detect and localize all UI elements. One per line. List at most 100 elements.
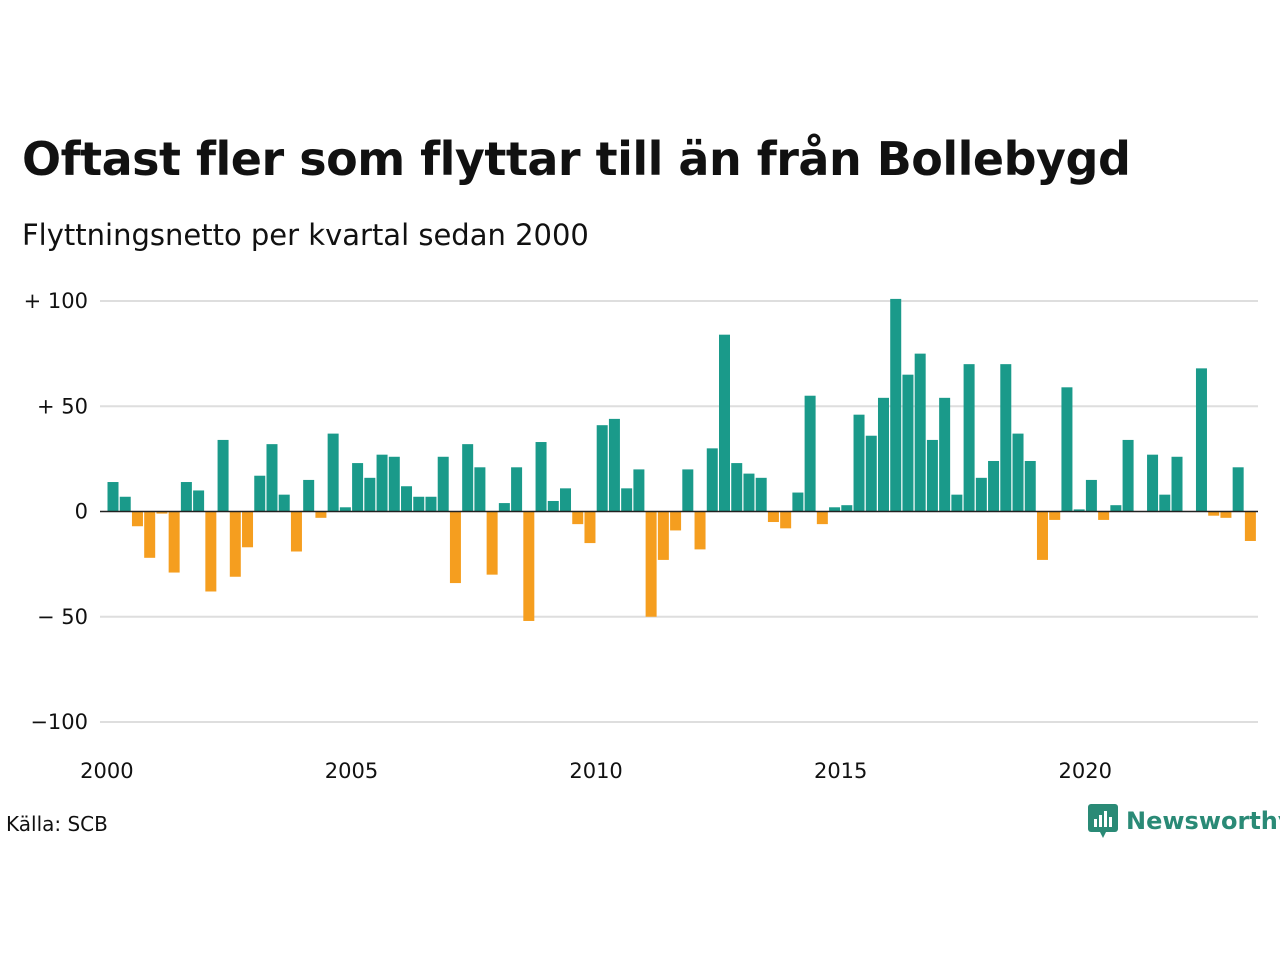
bar (303, 479, 315, 512)
bar (1085, 479, 1097, 512)
bar-chart: + 100 + 50 0 − 50 −100 2000 2005 2010 2015 2020 (24, 289, 1258, 783)
bar (168, 511, 180, 573)
bar (792, 492, 804, 512)
bar (217, 439, 229, 512)
y-tick-label: − 50 (37, 605, 88, 629)
bar (1061, 387, 1073, 512)
bar (645, 511, 657, 617)
bar (841, 505, 853, 512)
x-tick-label: 2005 (325, 759, 378, 783)
bar (327, 433, 339, 512)
bar (731, 463, 743, 512)
bar (1012, 433, 1024, 512)
chart-subtitle: Flyttningsnetto per kvartal sedan 2000 (22, 218, 589, 252)
bar (449, 511, 461, 584)
bar (719, 334, 730, 512)
bar (401, 486, 413, 512)
bar (1000, 364, 1012, 512)
bar (584, 511, 596, 544)
bar (706, 448, 718, 512)
bar (413, 496, 425, 512)
bar (474, 467, 486, 512)
bar (596, 425, 608, 512)
bar (266, 444, 278, 512)
x-tick-label: 2000 (80, 759, 133, 783)
bar (315, 511, 327, 518)
bar (144, 511, 156, 558)
y-tick-label: + 50 (37, 394, 88, 418)
bar (535, 442, 547, 512)
bar (229, 511, 241, 577)
bar (242, 511, 254, 548)
bar (180, 482, 192, 512)
bar (853, 414, 865, 512)
chart-title: Oftast fler som flyttar till än från Bol… (22, 132, 1131, 186)
bar (621, 488, 633, 512)
bar (865, 435, 877, 512)
bar (388, 456, 400, 512)
bar (755, 477, 767, 512)
bar (1073, 509, 1085, 512)
bar (1122, 439, 1134, 512)
bar (352, 463, 364, 512)
bar (926, 439, 938, 512)
bar (975, 477, 987, 512)
y-tick-label: −100 (30, 710, 88, 734)
bar (816, 511, 828, 525)
bar (364, 477, 376, 512)
bars (107, 298, 1256, 621)
bar (767, 511, 779, 523)
bar (1049, 511, 1061, 520)
bar (278, 494, 290, 512)
bar (1171, 456, 1183, 512)
x-tick-label: 2010 (569, 759, 622, 783)
bar (290, 511, 302, 552)
bar (547, 500, 559, 512)
bar (633, 469, 645, 512)
bar (1110, 505, 1122, 512)
bar (1036, 511, 1048, 560)
bar (914, 353, 926, 512)
bar (988, 460, 1000, 512)
axes: + 100 + 50 0 − 50 −100 2000 2005 2010 2015 2020 (24, 289, 1258, 783)
bar (939, 397, 951, 512)
bar (1098, 511, 1110, 520)
bar (572, 511, 584, 525)
bar (425, 496, 437, 512)
bar (694, 511, 706, 550)
x-tick-label: 2015 (814, 759, 867, 783)
y-tick-label: + 100 (24, 289, 88, 313)
bar (1147, 454, 1159, 512)
bar (523, 511, 535, 621)
bar (486, 511, 498, 575)
bar (1024, 460, 1036, 512)
bar (1244, 511, 1256, 541)
bar (1195, 368, 1207, 512)
newsworthy-icon (1088, 804, 1118, 838)
bar (193, 490, 205, 512)
bar (743, 473, 755, 512)
bar (131, 511, 143, 527)
bar (804, 395, 816, 512)
bar (376, 454, 388, 512)
bar (1208, 511, 1220, 516)
bar (608, 418, 620, 512)
bar (254, 475, 266, 512)
brand-name: Newsworthy (1126, 807, 1280, 835)
source-label: Källa: SCB (6, 812, 108, 836)
y-tick-label: 0 (75, 500, 88, 524)
bar (829, 507, 841, 512)
bar (951, 494, 963, 512)
bar (682, 469, 694, 512)
bar (339, 507, 351, 512)
x-tick-label: 2020 (1059, 759, 1112, 783)
newsworthy-logo: Newsworthy (1088, 804, 1280, 838)
bar (902, 374, 914, 512)
bar (498, 503, 510, 512)
bar (657, 511, 669, 560)
bar (877, 397, 889, 512)
bar (511, 467, 523, 512)
bar (156, 511, 168, 514)
bar (780, 511, 792, 529)
bar (205, 511, 217, 592)
